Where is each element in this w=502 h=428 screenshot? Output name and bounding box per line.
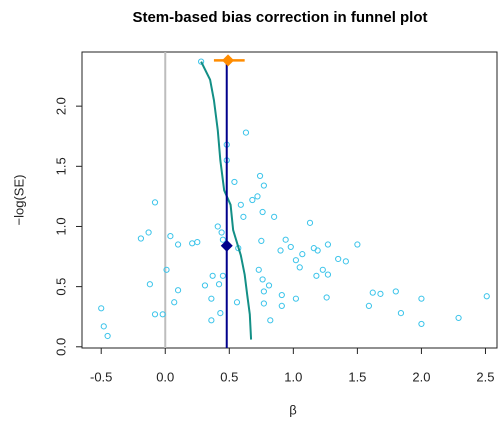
stem-line: [200, 61, 253, 340]
data-point: [137, 235, 145, 242]
data-point: [151, 199, 159, 206]
data-point: [319, 266, 326, 273]
data-point: [314, 247, 321, 254]
data-point: [306, 219, 314, 226]
data-point: [159, 311, 166, 318]
data-point: [323, 294, 330, 301]
data-point: [292, 257, 300, 264]
data-point: [354, 241, 361, 248]
data-point: [259, 208, 266, 216]
data-point: [342, 258, 349, 265]
data-point: [237, 201, 244, 208]
data-point: [418, 295, 425, 302]
data-point: [296, 264, 303, 271]
data-point: [259, 276, 266, 283]
x-tick-label: 1.0: [284, 369, 302, 384]
data-point: [313, 272, 320, 279]
data-point: [100, 323, 107, 330]
data-point: [282, 236, 289, 243]
data-point: [104, 332, 111, 340]
data-point: [189, 240, 196, 247]
x-tick-label: 2.5: [476, 369, 494, 384]
data-point: [219, 236, 226, 243]
data-point: [208, 295, 215, 302]
data-point: [194, 239, 201, 246]
y-axis-label: −log(SE): [11, 175, 26, 226]
data-point: [231, 178, 238, 186]
x-tick-label: 0.5: [220, 369, 238, 384]
data-point: [365, 302, 373, 309]
y-tick-label: 1.5: [53, 157, 68, 175]
y-tick-label: 0.5: [53, 278, 68, 296]
data-point: [260, 288, 267, 295]
data-point: [217, 310, 224, 317]
corrected-point: [222, 54, 235, 67]
data-point: [174, 287, 182, 294]
x-tick-label: 1.5: [348, 369, 366, 384]
data-point: [392, 288, 399, 295]
data-point: [208, 317, 215, 324]
data-point: [254, 193, 261, 200]
y-tick-label: 1.0: [53, 217, 68, 235]
x-tick-label: 0.0: [156, 369, 174, 384]
data-point: [397, 310, 405, 317]
data-point: [265, 282, 273, 289]
data-point: [242, 129, 250, 136]
data-point: [418, 320, 425, 328]
x-tick-label: -0.5: [90, 369, 112, 384]
data-point: [278, 291, 285, 299]
data-point: [171, 299, 178, 306]
x-tick-label: 2.0: [412, 369, 430, 384]
plot-frame: [81, 51, 498, 349]
data-point: [292, 295, 300, 302]
data-point: [145, 229, 152, 236]
data-point: [233, 299, 241, 306]
data-point: [278, 302, 285, 309]
data-point: [209, 272, 216, 279]
data-point: [277, 247, 284, 254]
data-point: [483, 293, 490, 300]
data-point: [287, 243, 294, 251]
data-point: [218, 229, 225, 236]
data-point: [174, 241, 182, 248]
data-point: [214, 223, 221, 230]
data-point: [299, 251, 306, 258]
y-tick-label: 2.0: [53, 97, 68, 115]
data-point: [163, 266, 170, 273]
data-point: [167, 232, 174, 240]
data-point: [267, 317, 274, 324]
data-point: [335, 255, 342, 263]
data-point: [201, 282, 209, 289]
data-point: [455, 314, 462, 322]
x-axis-label: β: [289, 402, 296, 417]
data-point: [151, 311, 159, 318]
data-point: [271, 213, 278, 220]
data-point: [198, 58, 205, 65]
data-point: [260, 182, 267, 189]
data-point: [98, 305, 105, 312]
data-point: [324, 241, 332, 248]
data-point: [369, 289, 376, 296]
data-point: [377, 290, 384, 297]
y-tick-label: 0.0: [53, 338, 68, 356]
data-point: [324, 271, 332, 278]
data-point: [256, 172, 264, 180]
estimate-point: [220, 239, 233, 252]
data-point: [249, 196, 256, 204]
data-point: [260, 300, 267, 307]
data-point: [146, 281, 153, 288]
data-point: [258, 237, 265, 245]
data-point: [255, 266, 262, 273]
data-point: [219, 272, 226, 279]
data-point: [240, 213, 247, 220]
data-point: [215, 281, 223, 288]
chart-title: Stem-based bias correction in funnel plo…: [132, 9, 427, 26]
